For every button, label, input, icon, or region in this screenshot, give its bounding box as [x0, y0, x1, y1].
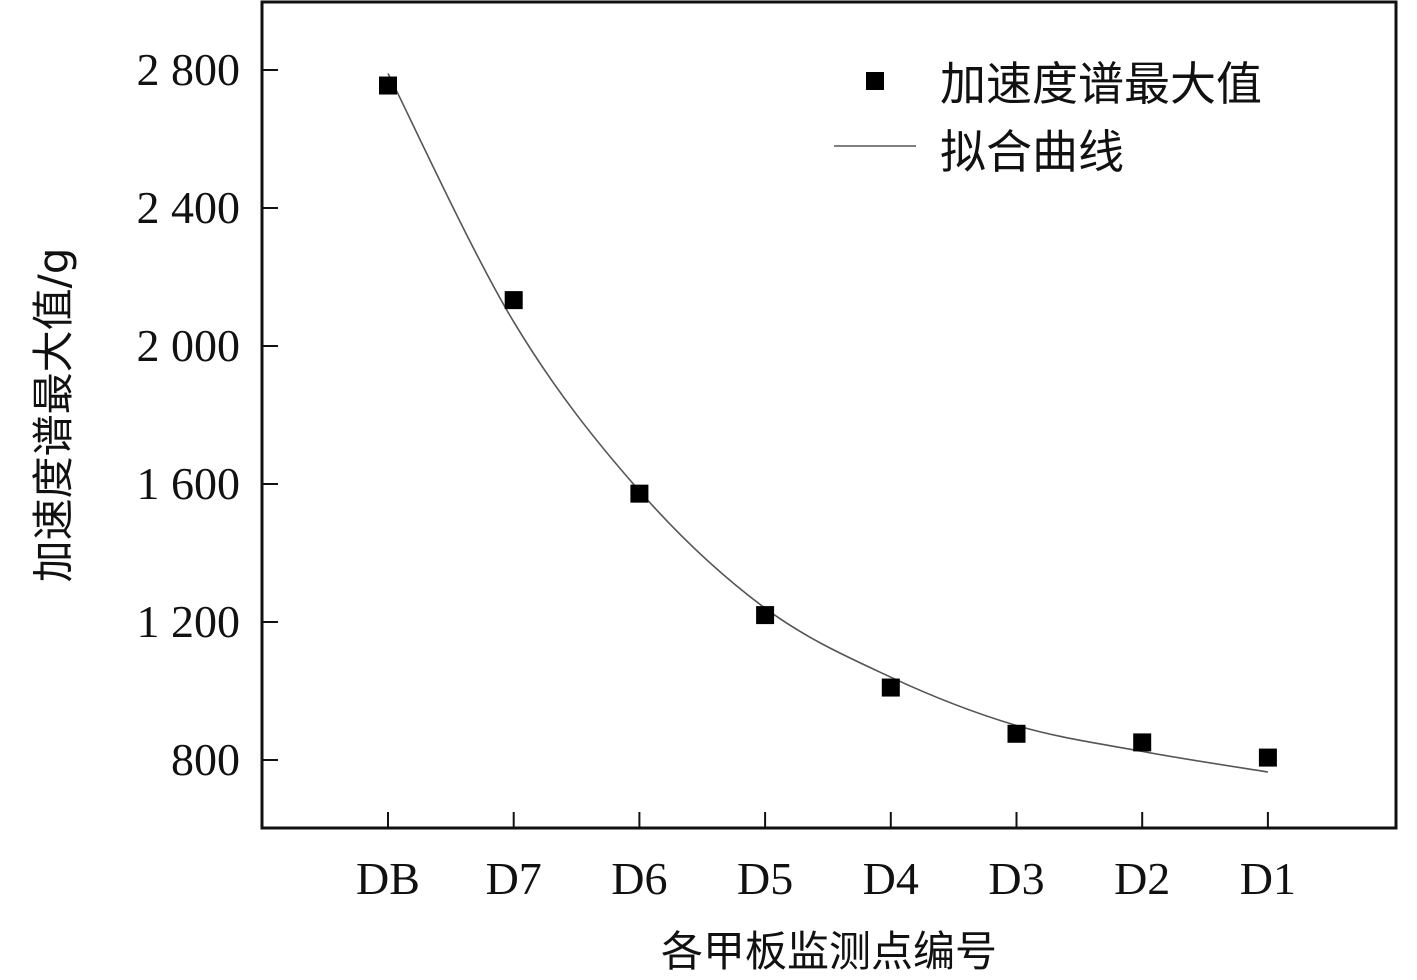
plot-frame [260, 0, 1398, 830]
data-point [1133, 733, 1152, 752]
y-axis: 800 1 200 1 600 2 000 2 400 2 800 [137, 44, 278, 785]
data-points [379, 76, 1277, 767]
x-tick-label: D5 [737, 853, 793, 904]
legend-label-fit: 拟合曲线 [940, 125, 1124, 179]
legend-label-scatter: 加速度谱最大值 [940, 57, 1262, 111]
x-tick-label: D3 [988, 853, 1044, 904]
x-axis: DB D7 D6 D5 D4 D3 D2 D1 [356, 812, 1296, 904]
data-point [881, 678, 900, 697]
data-point [379, 76, 397, 95]
y-axis-title: 加速度谱最大值/g [29, 248, 78, 583]
x-tick-label: D7 [486, 853, 542, 904]
y-tick-label: 2 800 [137, 44, 241, 95]
x-tick-label: D6 [611, 853, 667, 904]
x-tick-label: D4 [863, 853, 919, 904]
y-tick-label: 2 400 [137, 182, 241, 233]
data-point [630, 484, 649, 503]
fit-curve [387, 73, 1269, 773]
x-tick-label: DB [356, 853, 420, 904]
legend: 加速度谱最大值 拟合曲线 [834, 57, 1262, 179]
legend-marker-square [866, 72, 884, 90]
data-point [504, 291, 523, 310]
data-point [1258, 748, 1277, 767]
y-tick-label: 1 200 [137, 596, 241, 647]
x-tick-label: D2 [1114, 853, 1170, 904]
x-axis-title: 各甲板监测点编号 [661, 927, 997, 976]
x-tick-label: D1 [1240, 853, 1296, 904]
y-tick-label: 2 000 [137, 320, 241, 371]
data-point [756, 606, 775, 625]
y-tick-label: 800 [171, 734, 240, 785]
y-tick-label: 1 600 [137, 458, 241, 509]
data-point [1007, 724, 1026, 743]
